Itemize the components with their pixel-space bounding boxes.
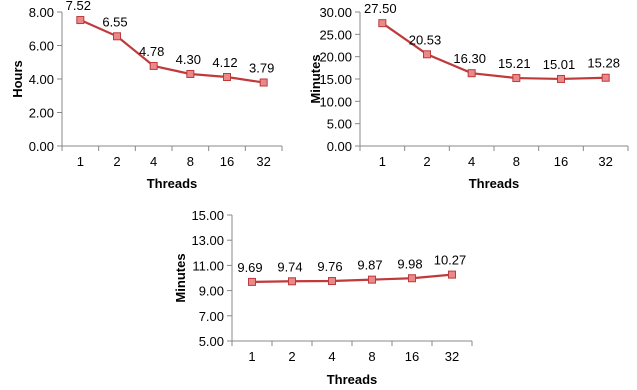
- data-point-marker: [76, 16, 85, 25]
- data-point-marker: [288, 277, 296, 286]
- data-point-marker: [113, 32, 121, 41]
- y-tick-label: 13.00: [191, 233, 224, 248]
- data-label: 4.30: [176, 52, 201, 67]
- data-point-marker: [149, 61, 158, 70]
- x-tick-label: 32: [445, 349, 459, 364]
- x-axis-title: Threads: [147, 176, 198, 191]
- data-label: 4.12: [212, 55, 237, 70]
- series-line: [79, 19, 264, 84]
- data-label: 9.87: [357, 258, 382, 273]
- y-tick-label: 11.00: [192, 258, 224, 273]
- data-point-marker: [378, 19, 387, 28]
- data-label: 6.55: [102, 14, 127, 29]
- data-label: 16.30: [453, 51, 486, 66]
- x-tick-label: 4: [468, 154, 475, 169]
- y-tick-label: 25.00: [319, 27, 352, 42]
- data-label: 9.98: [397, 256, 422, 271]
- x-tick-label: 2: [423, 154, 430, 169]
- data-point-marker: [423, 50, 431, 59]
- y-tick-label: 15.00: [319, 72, 352, 87]
- y-axis-title: Hours: [10, 60, 25, 98]
- x-tick-label: 16: [554, 154, 568, 169]
- x-tick-label: 1: [248, 349, 255, 364]
- y-tick-label: 10.00: [319, 94, 352, 109]
- data-point-marker: [408, 274, 416, 283]
- data-label: 15.21: [498, 56, 531, 71]
- x-axis-title: Threads: [469, 176, 520, 191]
- data-label: 27.50: [364, 1, 397, 16]
- data-point-marker: [223, 72, 231, 81]
- data-point-marker: [328, 277, 336, 286]
- x-tick-label: 1: [379, 154, 386, 169]
- data-point-marker: [448, 270, 456, 279]
- series-line: [381, 22, 606, 81]
- y-tick-label: 6.00: [29, 39, 54, 54]
- x-tick-label: 2: [113, 154, 120, 169]
- data-label: 9.76: [317, 259, 342, 274]
- y-tick-label: 7.00: [199, 309, 224, 324]
- y-tick-label: 9.00: [199, 284, 224, 299]
- data-point-marker: [368, 275, 376, 284]
- y-axis-title: Minutes: [308, 54, 323, 103]
- y-tick-label: 0.00: [29, 139, 54, 154]
- data-point-marker: [512, 74, 521, 83]
- data-label: 9.69: [237, 260, 262, 275]
- y-tick-label: 5.00: [199, 334, 224, 349]
- data-point-marker: [248, 277, 256, 286]
- data-point-marker: [467, 69, 476, 78]
- series-line: [251, 273, 453, 284]
- data-label: 15.01: [543, 57, 576, 72]
- y-tick-label: 5.00: [327, 117, 352, 132]
- data-label: 10.27: [434, 253, 467, 268]
- chart-minutes-bottom: 5.00 7.00 9.00 11.00 13.00 15.00 1 2 4 8 16 32 Threa…: [173, 208, 473, 387]
- data-label: 7.52: [66, 0, 91, 13]
- data-point-marker: [186, 69, 195, 78]
- chart-minutes-top: 0.00 5.00 10.00 15.00 20.00 25.00 30.00 1 2 4 8 16 3…: [308, 1, 629, 191]
- y-tick-label: 0.00: [327, 139, 352, 154]
- x-tick-label: 8: [368, 349, 375, 364]
- data-point-marker: [601, 73, 610, 82]
- x-tick-label: 16: [220, 154, 234, 169]
- x-tick-label: 32: [256, 154, 270, 169]
- y-tick-label: 15.00: [191, 208, 224, 223]
- x-tick-label: 1: [77, 154, 84, 169]
- x-axis-title: Threads: [327, 372, 378, 387]
- y-axis-title: Minutes: [173, 253, 188, 302]
- x-tick-label: 8: [187, 154, 194, 169]
- x-tick-label: 4: [328, 349, 335, 364]
- y-tick-label: 8.00: [29, 5, 54, 20]
- chart-hours: 0.00 2.00 4.00 6.00 8.00 1 2 4 8 16 32 Threads Hours…: [10, 0, 283, 191]
- x-tick-label: 8: [513, 154, 520, 169]
- x-tick-label: 4: [150, 154, 157, 169]
- y-tick-label: 4.00: [29, 72, 54, 87]
- x-tick-label: 32: [598, 154, 612, 169]
- data-point-marker: [259, 78, 268, 87]
- y-tick-label: 20.00: [319, 50, 352, 65]
- data-label: 9.74: [277, 259, 302, 274]
- data-label: 4.78: [139, 44, 164, 59]
- y-tick-label: 2.00: [29, 106, 54, 121]
- data-label: 15.28: [587, 56, 620, 71]
- data-point-marker: [557, 74, 565, 83]
- y-tick-label: 30.00: [319, 5, 352, 20]
- x-tick-label: 2: [288, 349, 295, 364]
- data-label: 3.79: [249, 61, 274, 76]
- data-label: 20.53: [409, 32, 442, 47]
- x-tick-label: 16: [405, 349, 419, 364]
